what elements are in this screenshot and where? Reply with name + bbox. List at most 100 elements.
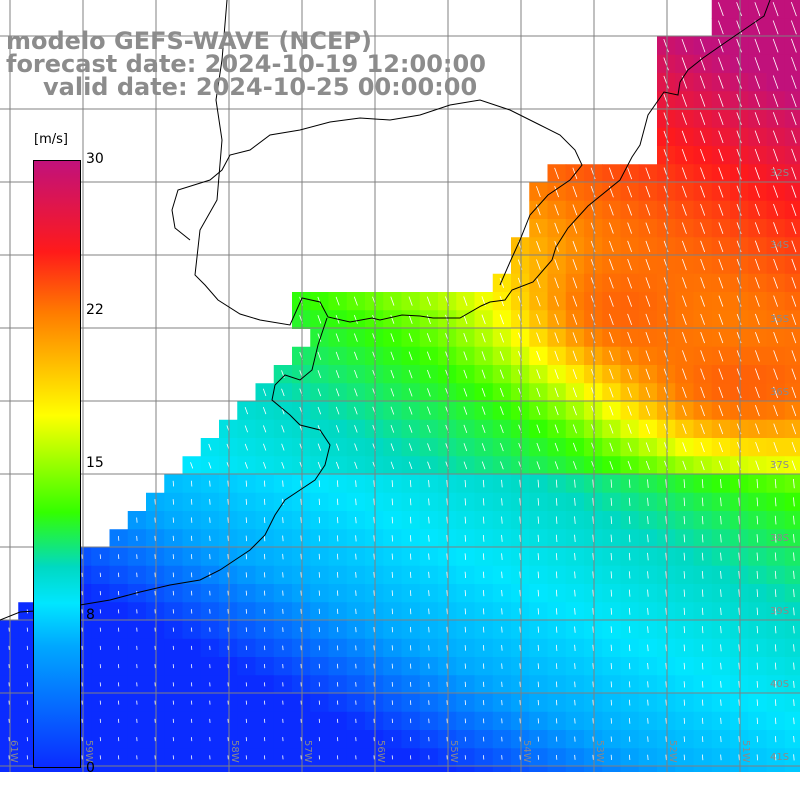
- wind-arrow: [554, 332, 559, 343]
- wind-arrow: [683, 644, 686, 652]
- wind-arrow: [791, 368, 797, 380]
- wind-arrow: [791, 93, 797, 108]
- wind-arrow: [773, 350, 778, 362]
- wind-cell: [255, 766, 275, 772]
- wind-cell: [784, 36, 800, 56]
- wind-arrow: [701, 699, 704, 706]
- wind-arrow: [756, 644, 759, 652]
- wind-cell: [419, 766, 439, 772]
- wind-arrow: [408, 461, 413, 470]
- wind-arrow: [482, 589, 485, 597]
- wind-arrow: [190, 462, 194, 469]
- wind-cell: [784, 657, 800, 676]
- wind-arrow: [718, 222, 724, 234]
- wind-arrow: [500, 443, 504, 452]
- wind-cell: [164, 766, 183, 772]
- wind-cell: [784, 730, 800, 749]
- wind-arrow: [754, 130, 761, 144]
- wind-arrow: [428, 516, 430, 524]
- wind-arrow: [574, 497, 576, 506]
- wind-arrow: [426, 369, 431, 379]
- wind-arrow: [555, 589, 558, 597]
- wind-arrow: [262, 425, 267, 433]
- wind-arrow: [773, 203, 779, 216]
- wind-arrow: [682, 460, 687, 471]
- wind-arrow: [408, 333, 413, 343]
- wind-arrow: [627, 295, 633, 307]
- wind-arrow: [373, 553, 375, 560]
- wind-arrow: [390, 333, 395, 343]
- wind-arrow: [700, 423, 705, 435]
- wind-cell: [91, 766, 110, 772]
- wind-arrow: [336, 480, 339, 487]
- wind-arrow: [463, 369, 468, 379]
- wind-arrow: [627, 368, 632, 380]
- wind-arrow: [774, 534, 777, 543]
- wind-arrow: [682, 405, 687, 417]
- wind-arrow: [682, 350, 687, 362]
- wind-arrow: [536, 350, 541, 361]
- wind-arrow: [791, 332, 797, 344]
- wind-arrow: [281, 425, 285, 433]
- wind-arrow: [536, 424, 541, 434]
- wind-arrow: [793, 534, 795, 543]
- wind-arrow: [683, 662, 686, 670]
- wind-arrow: [592, 608, 594, 615]
- wind-cell: [784, 638, 800, 658]
- wind-arrow: [244, 443, 248, 451]
- wind-arrow: [645, 185, 651, 198]
- wind-arrow: [647, 589, 649, 597]
- wind-arrow: [408, 369, 413, 379]
- wind-arrow: [791, 423, 797, 435]
- wind-arrow: [628, 534, 631, 543]
- wind-arrow: [537, 626, 540, 633]
- wind-arrow: [555, 644, 558, 651]
- wind-arrow: [700, 442, 705, 453]
- wind-arrow: [281, 461, 285, 469]
- wind-arrow: [682, 423, 687, 435]
- wind-arrow: [754, 386, 760, 399]
- wind-arrow: [336, 535, 339, 542]
- wind-arrow: [718, 20, 724, 35]
- wind-arrow: [482, 516, 485, 524]
- wind-arrow: [317, 296, 322, 306]
- wind-arrow: [720, 534, 722, 543]
- wind-arrow: [627, 313, 633, 326]
- wind-arrow: [482, 498, 485, 506]
- wind-arrow: [791, 148, 797, 162]
- wind-arrow: [574, 644, 576, 651]
- wind-arrow: [574, 534, 576, 543]
- wind-arrow: [519, 498, 521, 506]
- wind-arrow: [464, 498, 467, 506]
- wind-cell: [730, 766, 749, 772]
- wind-arrow: [793, 625, 795, 634]
- wind-arrow: [281, 443, 285, 451]
- wind-arrow: [355, 553, 357, 560]
- wind-arrow: [791, 350, 797, 362]
- wind-arrow: [426, 296, 431, 306]
- wind-arrow: [609, 240, 614, 252]
- wind-arrow: [519, 553, 521, 561]
- wind-arrow: [754, 75, 761, 89]
- wind-arrow: [501, 498, 503, 506]
- wind-arrow: [318, 480, 321, 487]
- wind-arrow: [500, 461, 504, 470]
- wind-arrow: [336, 553, 339, 560]
- wind-arrow: [791, 240, 797, 253]
- wind-arrow: [608, 313, 614, 326]
- wind-arrow: [774, 589, 777, 598]
- wind-arrow: [627, 332, 632, 344]
- wind-arrow: [572, 387, 577, 398]
- wind-arrow: [720, 552, 722, 561]
- wind-arrow: [665, 497, 667, 507]
- wind-arrow: [718, 332, 724, 344]
- wind-arrow: [555, 663, 558, 670]
- wind-arrow: [610, 552, 613, 561]
- wind-arrow: [754, 112, 761, 126]
- wind-arrow: [793, 570, 795, 579]
- wind-arrow: [756, 736, 759, 743]
- wind-arrow: [446, 535, 448, 542]
- wind-arrow: [390, 461, 395, 470]
- wind-arrow: [536, 387, 541, 398]
- wind-arrow: [536, 277, 541, 289]
